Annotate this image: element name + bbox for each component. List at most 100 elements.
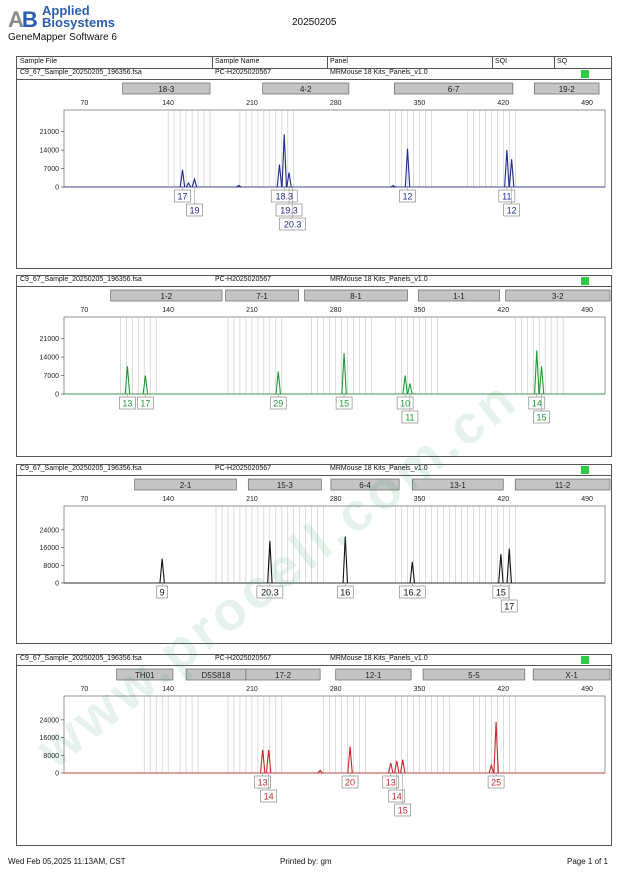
x-tick-label: 350 — [414, 100, 426, 107]
sq-status-indicator — [581, 656, 589, 664]
col-sample-name: Sample Name — [215, 58, 260, 65]
peak — [390, 185, 396, 188]
col-sqi: SQI — [495, 58, 508, 65]
allele-label-box — [186, 203, 203, 217]
panel-info-row: C9_67_Sample_20250205_196356.fsa PC-H202… — [17, 465, 611, 476]
allele-label: 14 — [532, 399, 542, 409]
x-tick-label: 280 — [330, 100, 342, 107]
marker-label: 1-2 — [161, 292, 173, 301]
allele-label-box — [335, 396, 353, 410]
y-tick-label: 0 — [55, 185, 59, 192]
marker-label: 3-2 — [552, 292, 564, 301]
peak — [265, 749, 272, 774]
marker-label: 17-2 — [275, 671, 292, 680]
x-tick-label: 490 — [581, 307, 593, 314]
peak — [259, 749, 266, 774]
y-tick-label: 0 — [55, 392, 59, 399]
peak — [506, 548, 512, 584]
marker-box-2-1 — [134, 478, 237, 491]
marker-label: 6-4 — [359, 481, 371, 490]
x-tick-label: 280 — [330, 496, 342, 503]
allele-label: 10 — [400, 399, 410, 409]
marker-label: D5S818 — [202, 671, 231, 680]
marker-box-13-1 — [411, 478, 504, 491]
y-tick-label: 7000 — [43, 373, 59, 380]
panel-name: MRMouse 18 Kits_Panels_v1.0 — [330, 276, 428, 283]
col-panel: Panel — [330, 58, 348, 65]
plot-frame — [63, 109, 606, 188]
allele-label: 15 — [398, 806, 408, 816]
peak — [317, 769, 323, 774]
x-tick-label: 70 — [80, 100, 88, 107]
y-tick-label: 16000 — [40, 545, 60, 552]
y-tick-label: 21000 — [40, 129, 60, 136]
electropherogram-black: 2-1 15-3 6-4 13-1 11-2 70 140 210 280 350 420 490 0 8… — [40, 478, 611, 613]
allele-label: 25 — [491, 778, 501, 788]
allele-label-box — [137, 396, 154, 410]
peak — [179, 169, 186, 188]
x-tick-label: 140 — [162, 307, 174, 314]
footer-print-date: Wed Feb 05,2025 11:13AM, CST — [8, 857, 126, 866]
allele-label-box — [260, 789, 277, 803]
peak — [407, 383, 413, 395]
sample-file: C9_67_Sample_20250205_196356.fsa — [20, 655, 142, 662]
peak — [159, 558, 165, 584]
marker-box-12-1 — [335, 668, 412, 681]
x-tick-label: 350 — [414, 496, 426, 503]
allele-label-box — [487, 775, 505, 789]
x-tick-label: 210 — [246, 307, 258, 314]
allele-label: 14 — [392, 792, 402, 802]
marker-label: 6-7 — [448, 85, 460, 94]
allele-label-box — [336, 585, 354, 599]
x-tick-label: 210 — [246, 100, 258, 107]
marker-box-3-2 — [505, 289, 611, 302]
peak — [498, 554, 504, 584]
x-tick-label: 210 — [246, 496, 258, 503]
allele-label-box — [270, 189, 298, 203]
allele-label: 16 — [340, 588, 350, 598]
x-tick-label: 140 — [162, 496, 174, 503]
marker-label: 12-1 — [365, 671, 382, 680]
y-tick-label: 0 — [55, 581, 59, 588]
x-tick-label: 280 — [330, 686, 342, 693]
panel-name: MRMouse 18 Kits_Panels_v1.0 — [330, 655, 428, 662]
electropherogram-blue: 18-3 4-2 6-7 19-2 70 140 210 280 350 420 490 0 7000 1… — [40, 82, 606, 231]
peak — [399, 759, 406, 774]
marker-label: 11-2 — [555, 481, 571, 490]
col-sq: SQ — [557, 58, 568, 65]
y-tick-label: 24000 — [40, 717, 60, 724]
x-tick-label: 490 — [581, 496, 593, 503]
peak — [275, 371, 281, 395]
marker-box-6-4 — [330, 478, 400, 491]
allele-label: 19 — [189, 206, 199, 216]
sq-status-indicator — [581, 277, 589, 285]
peak — [504, 150, 510, 188]
allele-label-box — [528, 396, 546, 410]
logo-wordmark: Applied Biosystems — [42, 4, 115, 29]
marker-box-15-3 — [247, 478, 322, 491]
panel-name: MRMouse 18 Kits_Panels_v1.0 — [330, 465, 428, 472]
allele-label-box — [492, 585, 510, 599]
marker-box-18-3 — [122, 82, 211, 95]
x-tick-label: 420 — [497, 307, 509, 314]
x-tick-label: 140 — [162, 686, 174, 693]
marker-box-17-2 — [245, 668, 321, 681]
marker-label: 15-3 — [277, 481, 294, 490]
y-tick-label: 14000 — [40, 355, 60, 362]
allele-label: 15 — [537, 413, 547, 423]
peak — [276, 164, 283, 188]
allele-label-box — [119, 396, 136, 410]
x-tick-label: 350 — [414, 686, 426, 693]
panel-blue: C9_67_Sample_20250205_196356.fsa PC-H202… — [16, 68, 612, 269]
marker-box-X-1 — [532, 668, 611, 681]
y-tick-label: 8000 — [43, 563, 59, 570]
x-tick-label: 70 — [80, 686, 88, 693]
allele-label: 15 — [496, 588, 506, 598]
sq-status-indicator — [581, 70, 589, 78]
peak — [409, 561, 416, 584]
x-tick-label: 420 — [497, 686, 509, 693]
report-date-title: 20250205 — [292, 17, 337, 28]
allele-label: 11 — [502, 192, 511, 202]
software-name: GeneMapper Software 6 — [8, 32, 117, 43]
allele-label: 13 — [386, 778, 396, 788]
